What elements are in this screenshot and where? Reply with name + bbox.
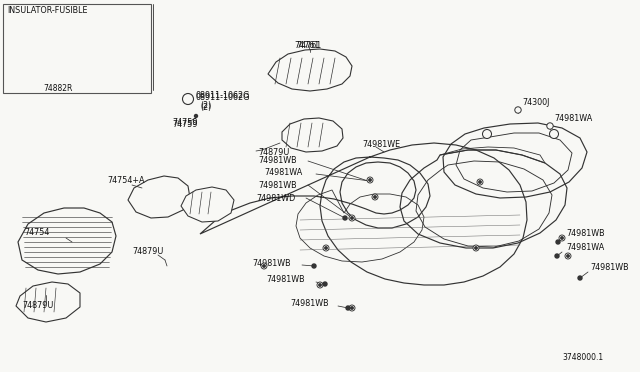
Text: 74879U: 74879U [132,247,163,257]
Polygon shape [282,118,343,152]
Circle shape [312,264,316,268]
Circle shape [556,240,560,244]
Circle shape [567,255,569,257]
Circle shape [578,276,582,280]
Text: 74981WB: 74981WB [258,180,296,189]
Circle shape [561,237,563,239]
Circle shape [317,282,323,288]
Circle shape [555,254,559,258]
Circle shape [351,217,353,219]
Circle shape [343,216,347,220]
Text: 74759: 74759 [172,118,198,126]
Circle shape [263,265,265,267]
Text: 74981WB: 74981WB [258,155,296,164]
Circle shape [479,181,481,183]
Text: 74981WB: 74981WB [566,228,605,237]
Text: 74879U: 74879U [22,301,53,311]
Text: 74882R: 74882R [43,83,72,93]
Text: 74981WE: 74981WE [362,140,400,148]
Polygon shape [45,50,91,78]
Text: 74761: 74761 [296,41,321,49]
Polygon shape [18,208,116,274]
Text: INSULATOR-FUSIBLE: INSULATOR-FUSIBLE [7,6,88,15]
Text: 74981WD: 74981WD [256,193,295,202]
Polygon shape [268,49,352,91]
Text: 74761: 74761 [294,41,319,49]
Circle shape [195,115,198,118]
Circle shape [372,194,378,200]
FancyBboxPatch shape [3,4,151,93]
Polygon shape [128,176,190,218]
Circle shape [323,282,327,286]
Circle shape [475,247,477,249]
Text: (2): (2) [200,100,211,109]
Text: 74981WB: 74981WB [252,259,291,267]
Circle shape [483,129,492,138]
Circle shape [351,307,353,309]
Circle shape [369,179,371,181]
Text: 08911-1062G: 08911-1062G [196,93,250,102]
Polygon shape [16,282,80,322]
Text: B: B [186,96,191,102]
Circle shape [473,245,479,251]
Circle shape [261,263,267,269]
Circle shape [349,215,355,221]
Text: 74754+A: 74754+A [107,176,145,185]
Text: 74879U: 74879U [258,148,289,157]
Circle shape [374,196,376,198]
Text: 74981WA: 74981WA [554,113,592,122]
Text: 74981WA: 74981WA [264,167,302,176]
Circle shape [367,177,373,183]
Text: 74981WA: 74981WA [566,244,604,253]
Text: 74759: 74759 [172,119,198,128]
Text: 74754: 74754 [24,228,49,237]
Circle shape [349,305,355,311]
Circle shape [323,245,329,251]
Text: 74981WB: 74981WB [266,276,305,285]
Circle shape [182,93,193,105]
Circle shape [324,247,327,249]
Text: 74981WB: 74981WB [290,299,328,308]
Polygon shape [181,187,234,222]
Circle shape [559,235,565,241]
Text: 74981WB: 74981WB [590,263,628,273]
Circle shape [319,284,321,286]
Circle shape [477,179,483,185]
Circle shape [515,107,521,113]
Text: 74300J: 74300J [522,97,549,106]
Circle shape [565,253,571,259]
Text: (2): (2) [200,103,211,112]
Circle shape [550,129,559,138]
Circle shape [547,123,553,129]
Text: 08911-1062G: 08911-1062G [196,90,250,99]
Circle shape [346,306,350,310]
Text: 3748000.1: 3748000.1 [562,353,603,362]
